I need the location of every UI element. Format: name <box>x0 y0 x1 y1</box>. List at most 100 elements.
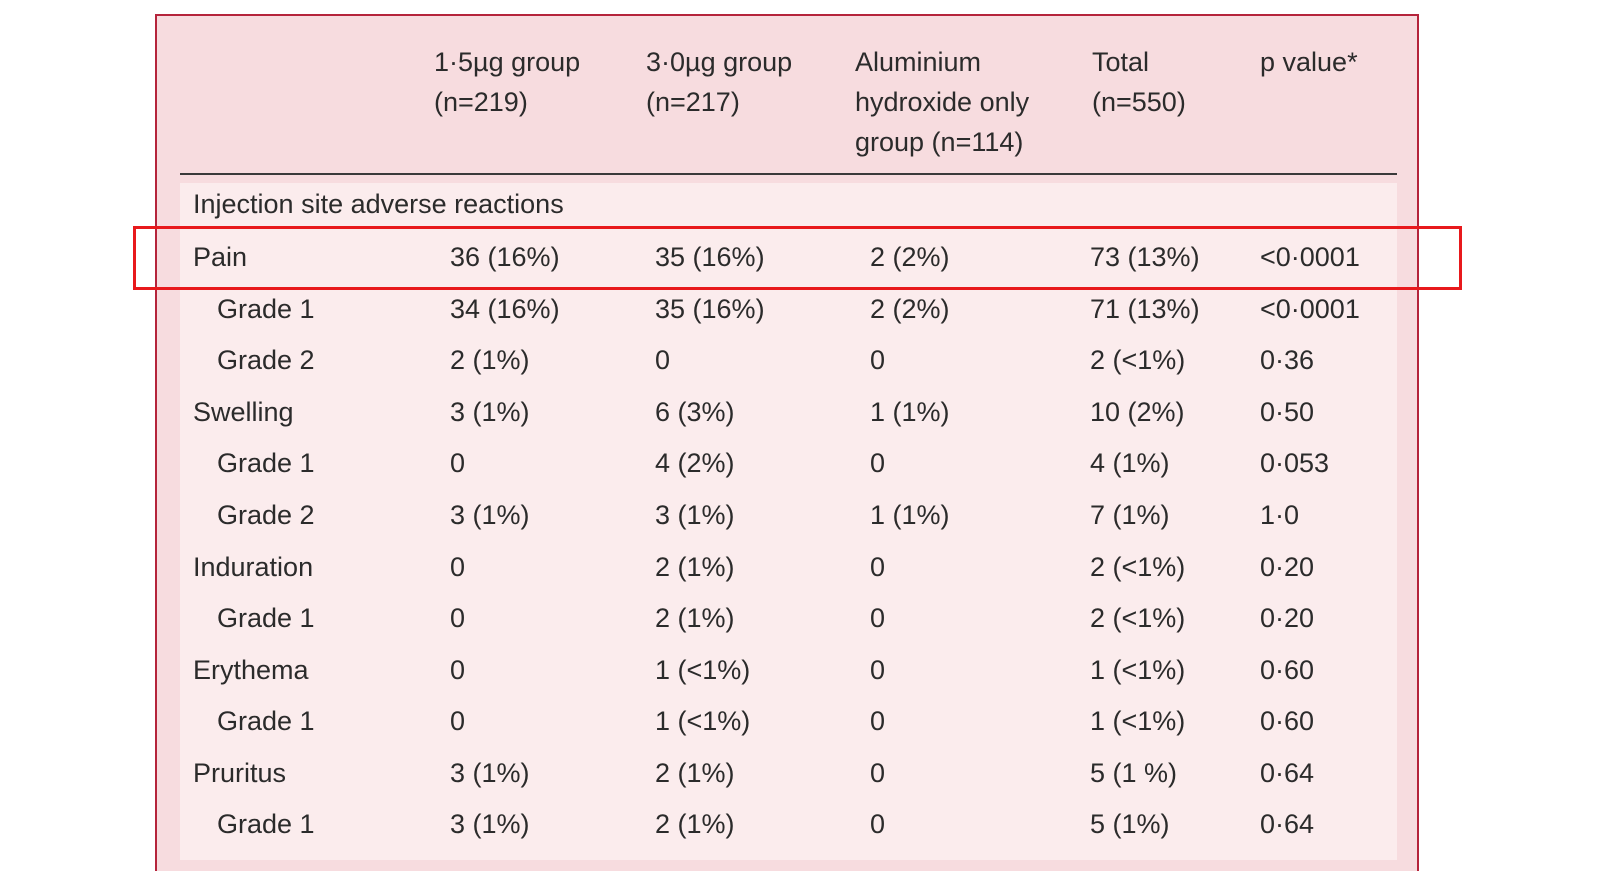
table-cell: 2 (1%) <box>655 809 735 839</box>
table-cell: 5 (1%) <box>1090 809 1170 839</box>
column-header-line: Aluminium <box>855 47 982 77</box>
column-header-line: hydroxide only <box>855 87 1030 117</box>
table-cell: 2 (<1%) <box>1090 552 1186 582</box>
column-header-line: (n=550) <box>1092 87 1186 117</box>
table-cell: 6 (3%) <box>655 397 735 427</box>
table-cell: 0·64 <box>1260 758 1315 788</box>
table-cell: 4 (1%) <box>1090 448 1170 478</box>
table-cell: 0 <box>655 345 671 375</box>
table-cell: 0 <box>870 448 886 478</box>
column-header: 3·0µg group (n=217) <box>646 42 792 122</box>
table-row: Pruritus 3 (1%) 2 (1%) 0 5 (1 %) 0·64 <box>180 747 1397 799</box>
table-cell: 3 (1%) <box>450 809 530 839</box>
table-cell: 0 <box>450 552 466 582</box>
table-cell: 5 (1 %) <box>1090 758 1178 788</box>
table-cell: 0·20 <box>1260 603 1315 633</box>
table-cell: 1 (1%) <box>870 397 950 427</box>
row-label: Grade 2 <box>217 345 315 375</box>
column-header-line: group (n=114) <box>855 127 1024 157</box>
table-cell: 2 (1%) <box>450 345 530 375</box>
table-cell: 1 (<1%) <box>655 655 751 685</box>
row-label: Grade 1 <box>217 448 315 478</box>
table-cell: 0 <box>870 552 886 582</box>
row-label: Grade 1 <box>217 809 315 839</box>
column-header-line: 1·5µg group <box>434 47 581 77</box>
table-cell: 2 (<1%) <box>1090 603 1186 633</box>
table-cell: 3 (1%) <box>450 500 530 530</box>
table-cell: 10 (2%) <box>1090 397 1185 427</box>
row-label: Pruritus <box>193 758 287 788</box>
table-cell: 0·60 <box>1260 655 1315 685</box>
column-header: Aluminium hydroxide only group (n=114) <box>855 42 1029 162</box>
table-cell: 0·64 <box>1260 809 1315 839</box>
row-label: Erythema <box>193 655 309 685</box>
table-cell: 0·20 <box>1260 552 1315 582</box>
column-header-line: p value* <box>1260 47 1358 77</box>
table-cell: 35 (16%) <box>655 242 765 272</box>
row-label: Swelling <box>193 397 294 427</box>
table-cell: 0·36 <box>1260 345 1315 375</box>
row-label: Grade 2 <box>217 500 315 530</box>
row-label: Pain <box>193 242 248 272</box>
column-header-line: Total <box>1092 47 1150 77</box>
table-cell: 7 (1%) <box>1090 500 1170 530</box>
table-cell: 2 (1%) <box>655 603 735 633</box>
column-header-line: (n=219) <box>434 87 528 117</box>
table-row: Grade 1 0 2 (1%) 0 2 (<1%) 0·20 <box>180 592 1397 644</box>
table-row: Swelling 3 (1%) 6 (3%) 1 (1%) 10 (2%) 0·50 <box>180 386 1397 438</box>
table-row: Grade 1 34 (16%) 35 (16%) 2 (2%) 71 (13%) <0·… <box>180 283 1397 335</box>
table-cell: 0 <box>870 706 886 736</box>
row-label: Induration <box>193 552 314 582</box>
table-cell: 2 (1%) <box>655 758 735 788</box>
table-cell: 1 (1%) <box>870 500 950 530</box>
table-row: Erythema 0 1 (<1%) 0 1 (<1%) 0·60 <box>180 644 1397 696</box>
column-header: p value* <box>1260 42 1358 82</box>
table-cell: 0 <box>870 758 886 788</box>
table-cell: 1 (<1%) <box>1090 706 1186 736</box>
table-row: Grade 2 3 (1%) 3 (1%) 1 (1%) 7 (1%) 1·0 <box>180 489 1397 541</box>
table-cell: 71 (13%) <box>1090 294 1200 324</box>
row-label: Grade 1 <box>217 706 315 736</box>
header-divider <box>180 173 1397 175</box>
section-title: Injection site adverse reactions <box>193 189 564 219</box>
table-cell: 36 (16%) <box>450 242 560 272</box>
table-cell: 2 (2%) <box>870 242 950 272</box>
table-row: Grade 1 0 1 (<1%) 0 1 (<1%) 0·60 <box>180 695 1397 747</box>
table-cell: 0 <box>450 706 466 736</box>
table-row: Pain 36 (16%) 35 (16%) 2 (2%) 73 (13%) <0·000… <box>180 231 1397 283</box>
table-cell: 0 <box>870 345 886 375</box>
table-cell: 4 (2%) <box>655 448 735 478</box>
table-cell: 2 (2%) <box>870 294 950 324</box>
table-cell: 0·50 <box>1260 397 1315 427</box>
table-cell: 0 <box>870 655 886 685</box>
table-row: Grade 2 2 (1%) 0 0 2 (<1%) 0·36 <box>180 334 1397 386</box>
column-header-line: (n=217) <box>646 87 740 117</box>
table-row: Grade 1 0 4 (2%) 0 4 (1%) 0·053 <box>180 437 1397 489</box>
table-cell: 2 (<1%) <box>1090 345 1186 375</box>
table-cell: 1·0 <box>1260 500 1300 530</box>
table-cell: 35 (16%) <box>655 294 765 324</box>
table-cell: 2 (1%) <box>655 552 735 582</box>
highlight-box <box>133 226 1462 290</box>
table-cell: <0·0001 <box>1260 294 1360 324</box>
table-cell: 0·60 <box>1260 706 1315 736</box>
column-header: Total (n=550) <box>1092 42 1186 122</box>
table-cell: 0 <box>450 603 466 633</box>
table-row: Grade 1 3 (1%) 2 (1%) 0 5 (1%) 0·64 <box>180 798 1397 850</box>
table-cell: 3 (1%) <box>450 758 530 788</box>
row-label: Grade 1 <box>217 603 315 633</box>
table-cell: 1 (<1%) <box>655 706 751 736</box>
table-cell: 0 <box>450 655 466 685</box>
table-cell: 34 (16%) <box>450 294 560 324</box>
table-cell: 0 <box>450 448 466 478</box>
table-cell: 3 (1%) <box>450 397 530 427</box>
table-cell: <0·0001 <box>1260 242 1360 272</box>
table-body-background <box>180 183 1397 860</box>
column-header: 1·5µg group (n=219) <box>434 42 580 122</box>
table-cell: 73 (13%) <box>1090 242 1200 272</box>
table-cell: 0 <box>870 809 886 839</box>
table-cell: 0 <box>870 603 886 633</box>
row-label: Grade 1 <box>217 294 315 324</box>
table-cell: 0·053 <box>1260 448 1330 478</box>
table-cell: 3 (1%) <box>655 500 735 530</box>
